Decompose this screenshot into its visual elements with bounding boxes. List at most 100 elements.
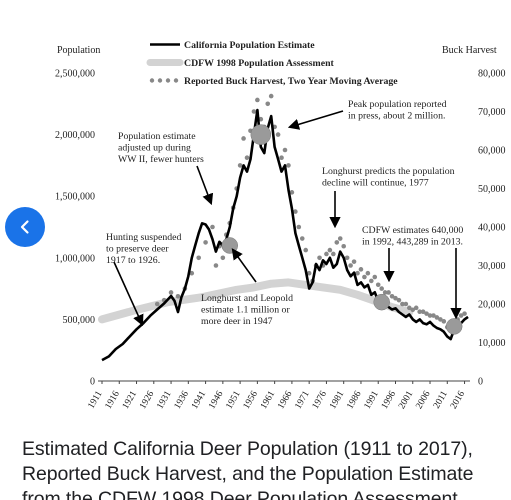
annotation-text: in press, about 2 million. <box>348 111 445 122</box>
x-tick-label: 2001 <box>397 389 415 411</box>
harvest-point <box>351 259 357 264</box>
x-tick-label: 1991 <box>363 389 381 411</box>
harvest-point <box>220 255 226 261</box>
harvest-point <box>369 278 374 284</box>
harvest-point <box>286 163 291 168</box>
harvest-point <box>282 147 288 153</box>
x-tick-label: 2016 <box>449 389 467 411</box>
highlight-point <box>250 124 272 145</box>
annotation-text: WW II, fewer hunters <box>118 154 204 165</box>
annotation-text: in 1992, 443,289 in 2013. <box>362 237 463 248</box>
harvest-point <box>317 255 322 261</box>
harvest-point <box>403 301 409 307</box>
left-tick-label: 1,500,000 <box>55 192 95 203</box>
harvest-point <box>372 274 378 280</box>
harvest-point <box>241 136 246 141</box>
chevron-left-icon <box>20 220 29 234</box>
x-tick-label: 1981 <box>328 389 346 411</box>
harvest-point <box>358 267 364 272</box>
annotation-text: estimate 1.1 million or <box>201 305 290 316</box>
harvest-point <box>265 101 271 107</box>
harvest-point <box>289 190 295 195</box>
highlight-point <box>373 293 390 311</box>
right-tick-label: 20,000 <box>478 300 506 311</box>
harvest-point <box>296 224 302 230</box>
harvest-point <box>434 315 440 320</box>
left-axis-title: Population <box>57 45 100 56</box>
x-tick-label: 2011 <box>432 389 450 410</box>
x-tick-label: 1916 <box>104 389 122 411</box>
harvest-point <box>389 294 395 299</box>
right-tick-label: 60,000 <box>478 146 506 157</box>
harvest-point <box>168 290 174 295</box>
harvest-point <box>400 301 405 307</box>
harvest-point <box>379 286 384 291</box>
harvest-point <box>393 295 398 301</box>
deer-population-chart: Population Buck Harvest 0 500,000 1,000,000 1… <box>55 40 506 411</box>
harvest-point <box>154 301 160 307</box>
x-tick-label: 1986 <box>345 389 363 411</box>
annotation-text: to preserve deer <box>106 244 169 255</box>
harvest-point <box>375 282 381 288</box>
x-tick-label: 1941 <box>190 389 208 411</box>
annotation-text: Longhurst predicts the population <box>322 166 455 177</box>
left-tick-label: 2,000,000 <box>55 130 95 141</box>
series-line-cdfw-assessment <box>98 278 414 324</box>
x-tick-label: 1936 <box>173 389 191 411</box>
harvest-point <box>431 313 436 318</box>
back-button[interactable] <box>5 207 45 247</box>
harvest-point <box>293 209 298 214</box>
harvest-point <box>299 236 305 241</box>
annotation-text: Population estimate <box>118 131 196 142</box>
harvest-point <box>244 155 250 160</box>
harvest-point <box>327 247 333 253</box>
right-tick-label: 40,000 <box>478 223 506 234</box>
harvest-point <box>417 309 422 315</box>
annotation-arrows-layer <box>113 110 462 327</box>
annotation-text: Longhurst and Leopold <box>201 293 293 304</box>
harvest-point <box>189 270 195 276</box>
legend-swatch-harvest-dot <box>165 78 171 83</box>
left-tick-label: 1,000,000 <box>55 253 95 264</box>
legend-label: California Population Estimate <box>184 40 315 51</box>
harvest-point <box>331 251 336 257</box>
annotation-text: Hunting suspended <box>106 232 181 243</box>
right-axis-title: Buck Harvest <box>442 45 497 56</box>
annotation-text: Peak population reported <box>348 99 447 110</box>
left-tick-label: 0 <box>90 377 95 388</box>
legend-swatch-harvest-dot <box>149 78 155 83</box>
x-tick-label: 1961 <box>259 389 277 411</box>
x-tick-label: 1951 <box>225 389 243 411</box>
harvest-point <box>268 93 274 99</box>
chart-legend: California Population Estimate CDFW 1998 … <box>146 40 398 87</box>
harvest-point <box>213 263 219 268</box>
harvest-point <box>382 290 388 295</box>
harvest-point <box>424 311 429 316</box>
harvest-point <box>410 307 416 313</box>
figure-caption: Estimated California Deer Population (19… <box>22 438 474 500</box>
harvest-point <box>303 247 309 253</box>
legend-swatch-harvest-dot <box>157 78 163 83</box>
annotation-text: more deer in 1947 <box>201 316 273 327</box>
harvest-point <box>365 270 371 276</box>
legend-swatch-harvest-dot <box>173 78 179 83</box>
right-tick-label: 30,000 <box>478 261 506 272</box>
right-tick-label: 70,000 <box>478 107 506 118</box>
right-tick-label: 80,000 <box>478 69 506 80</box>
x-tick-label: 1976 <box>311 389 329 411</box>
x-tick-label: 1921 <box>121 389 139 411</box>
annotation-arrow <box>287 110 344 130</box>
legend-label: CDFW 1998 Population Assessment <box>184 58 335 69</box>
annotation-text: adjusted up during <box>118 143 191 154</box>
x-tick-label: 1946 <box>207 389 225 411</box>
harvest-point <box>210 224 215 230</box>
annotation-text: 1917 to 1926. <box>106 255 160 266</box>
highlight-point <box>445 318 463 335</box>
harvest-point <box>275 132 281 137</box>
harvest-point <box>258 116 264 122</box>
harvest-point <box>203 240 208 245</box>
x-tick-label: 1971 <box>294 389 312 411</box>
harvest-point <box>407 305 412 311</box>
x-tick-label: 1926 <box>138 389 156 411</box>
